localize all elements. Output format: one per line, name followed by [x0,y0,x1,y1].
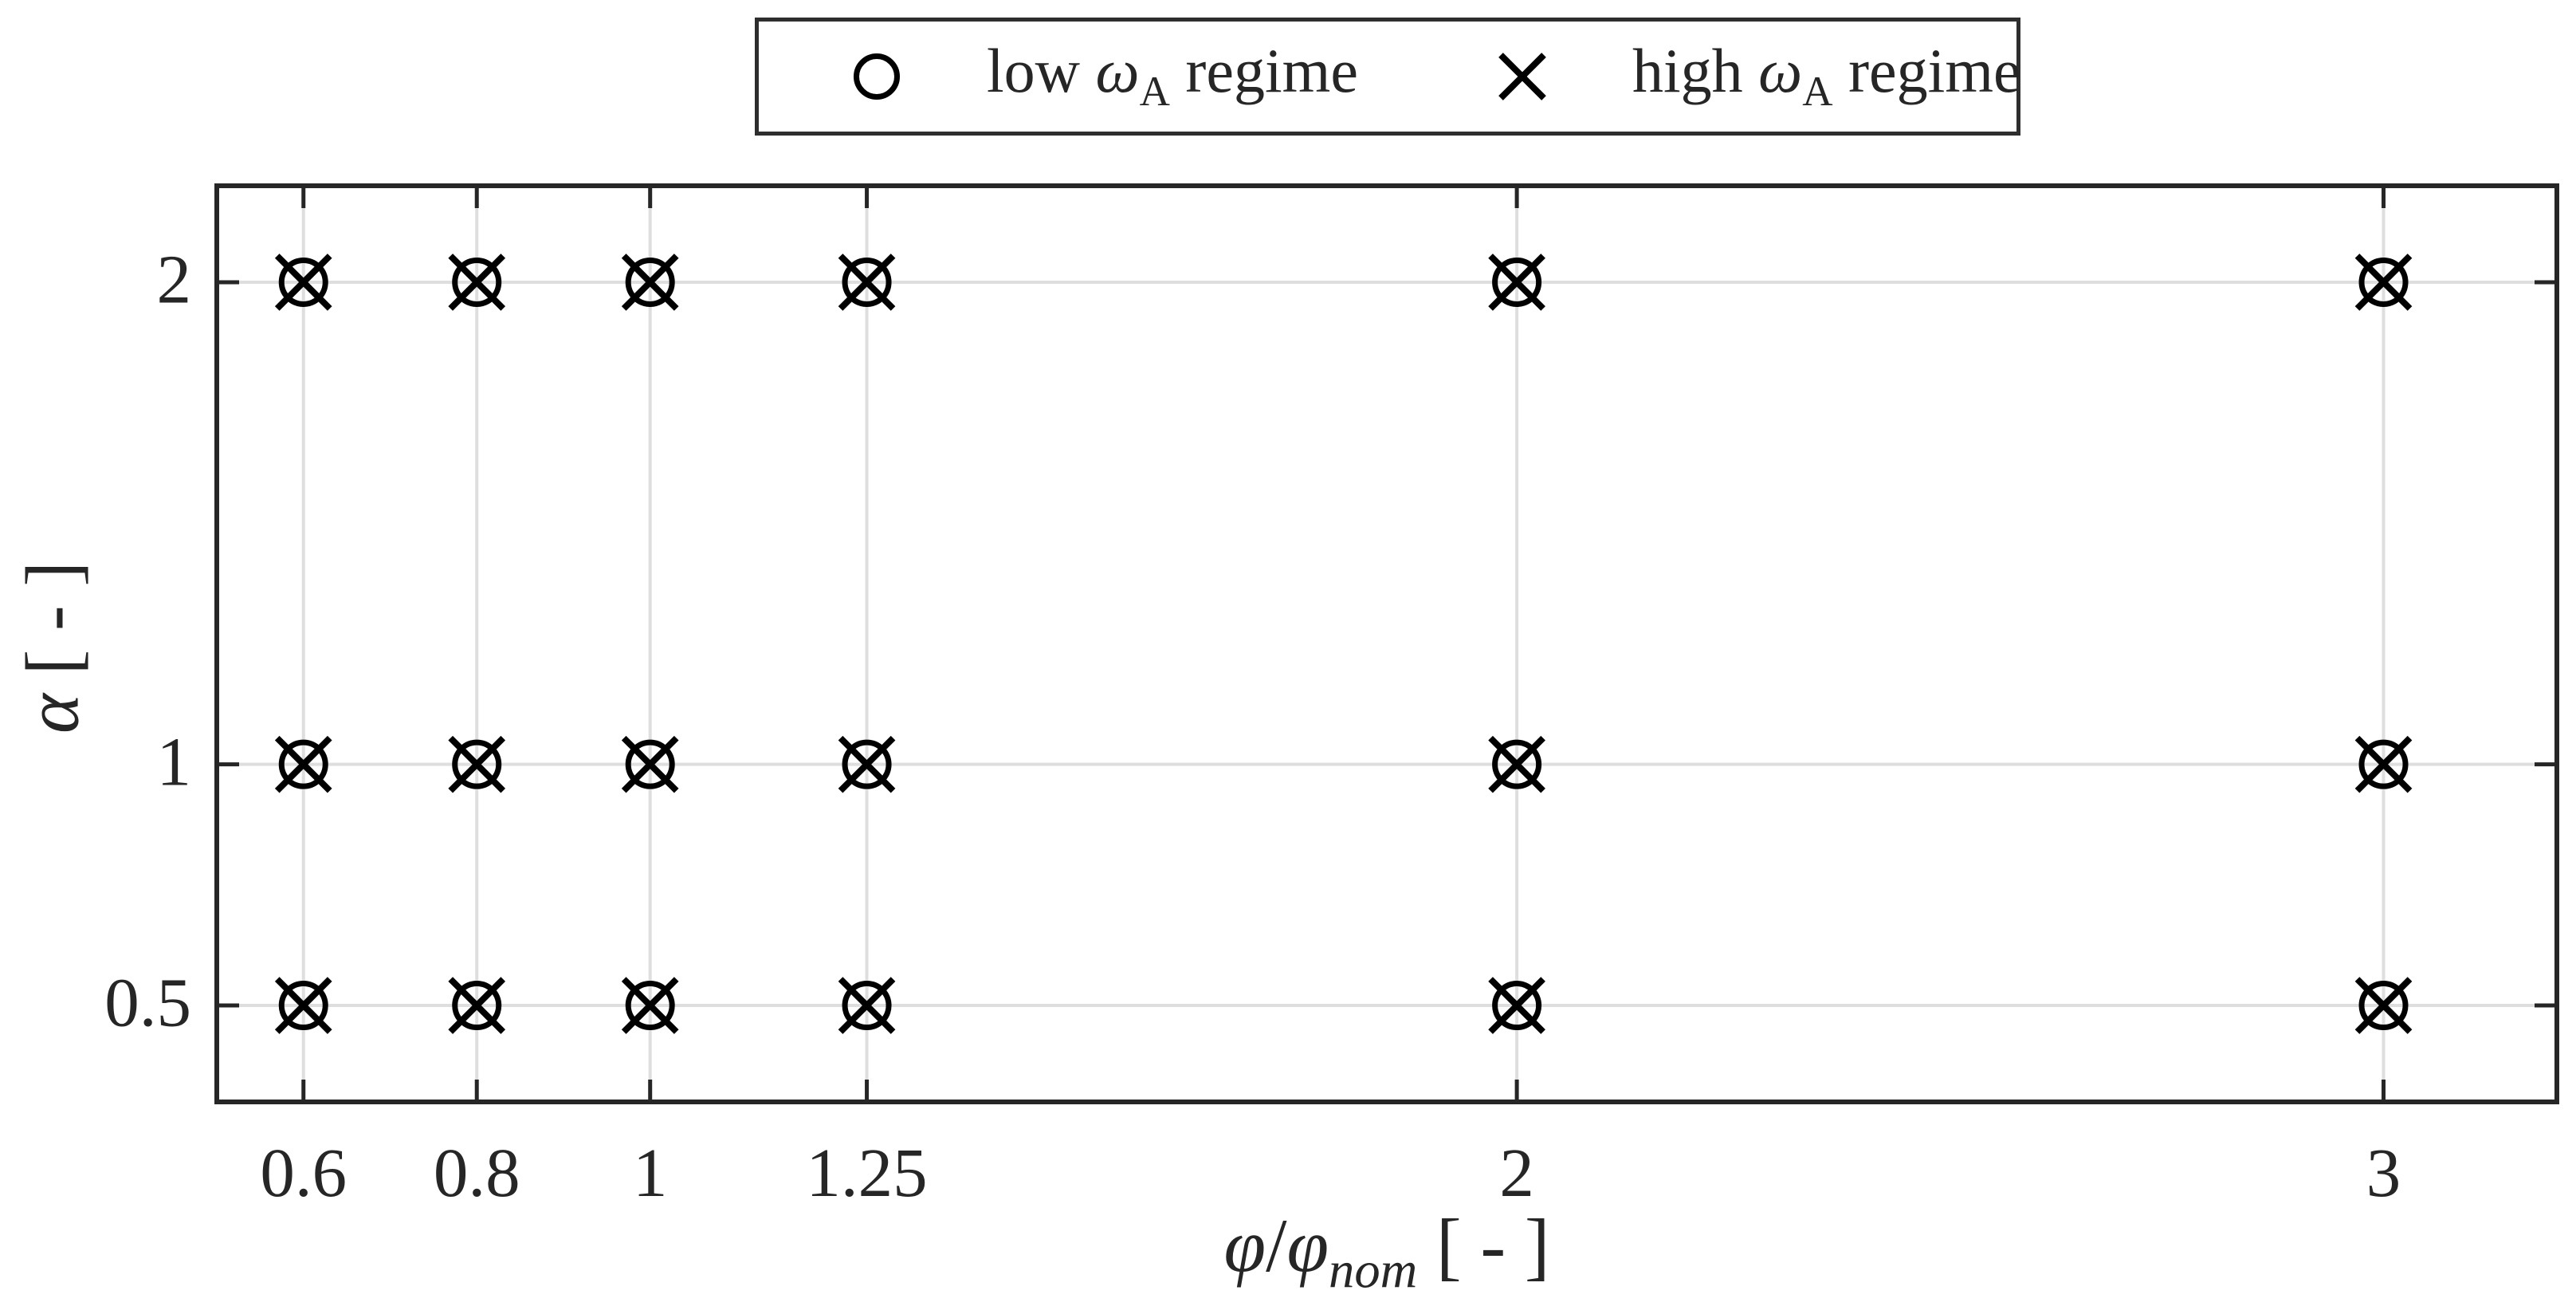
plot-border [214,183,2559,1104]
x-tick-label: 0.8 [433,1134,520,1211]
marker-circle [452,981,502,1031]
legend-item-label: high ωA regime [1632,39,2021,115]
marker-x [274,254,332,311]
marker-x [1488,254,1545,311]
circle-marker-icon [854,53,900,100]
marker-x [448,254,506,311]
x-axis-label-units: [ - ] [1417,1202,1550,1288]
marker-circle [452,257,502,307]
marker-circle [625,981,675,1031]
marker-circle [625,257,675,307]
marker-x [274,735,332,793]
marker-circle [625,739,675,789]
x-axis-label-subscript: nom [1329,1241,1418,1299]
legend-label-text: regime [1169,35,1358,105]
x-tick-label: 0.6 [260,1134,348,1211]
x-axis-label-slash: / [1266,1202,1287,1288]
marker-circle [278,257,328,307]
x-tick-label: 2 [1499,1134,1534,1211]
legend-label-text: high [1632,35,1759,105]
marker-circle [2358,257,2409,307]
x-marker-icon [1498,53,1546,100]
marker-x [621,254,679,311]
legend-item-low-regime: low ωA regime [848,22,1358,132]
marker-x [621,977,679,1034]
x-tick-label: 1 [632,1134,668,1211]
marker-x [838,735,896,793]
marker-x [2354,977,2413,1034]
legend-label-omega: ω [1758,35,1803,105]
marker-x [448,977,506,1034]
x-tick-label: 1.25 [806,1134,928,1211]
marker-circle [842,739,892,789]
legend-label-text: low [987,35,1096,105]
legend-item-label: low ωA regime [987,39,1358,115]
legend-label-text: regime [1832,35,2021,105]
marker-x [2354,735,2413,793]
x-axis-label-phi: φ [1223,1202,1266,1288]
marker-circle [452,739,502,789]
x-axis-label-phi-denominator: φ [1286,1202,1329,1288]
marker-circle [278,981,328,1031]
y-tick-label: 2 [156,240,192,318]
marker-circle [842,257,892,307]
legend-label-subscript: A [1802,68,1833,115]
y-axis-label-units: [ - ] [10,561,95,694]
marker-x [448,735,506,793]
marker-x [621,735,679,793]
y-tick-label: 0.5 [104,963,191,1041]
marker-x [838,977,896,1034]
y-axis-label: α [ - ] [10,561,95,734]
marker-x [274,977,332,1034]
legend: low ωA regime high ωA regime [755,18,2021,136]
marker-x [1488,977,1545,1034]
legend-label-omega: ω [1095,35,1140,105]
marker-circle [1492,981,1542,1031]
marker-x [1488,735,1545,793]
y-tick-label: 1 [156,722,192,801]
marker-circle [1492,257,1542,307]
marker-circle [2358,981,2409,1031]
x-tick-label: 3 [2366,1134,2401,1211]
marker-circle [2358,739,2409,789]
marker-circle [842,981,892,1031]
marker-circle [1492,739,1542,789]
marker-x [2354,254,2413,311]
marker-circle [278,739,328,789]
legend-label-subscript: A [1139,68,1170,115]
x-axis-label: φ/φnom [ - ] [1224,1207,1550,1299]
marker-x [838,254,896,311]
legend-item-high-regime: high ωA regime [1494,22,2021,132]
y-axis-label-alpha: α [10,694,95,734]
